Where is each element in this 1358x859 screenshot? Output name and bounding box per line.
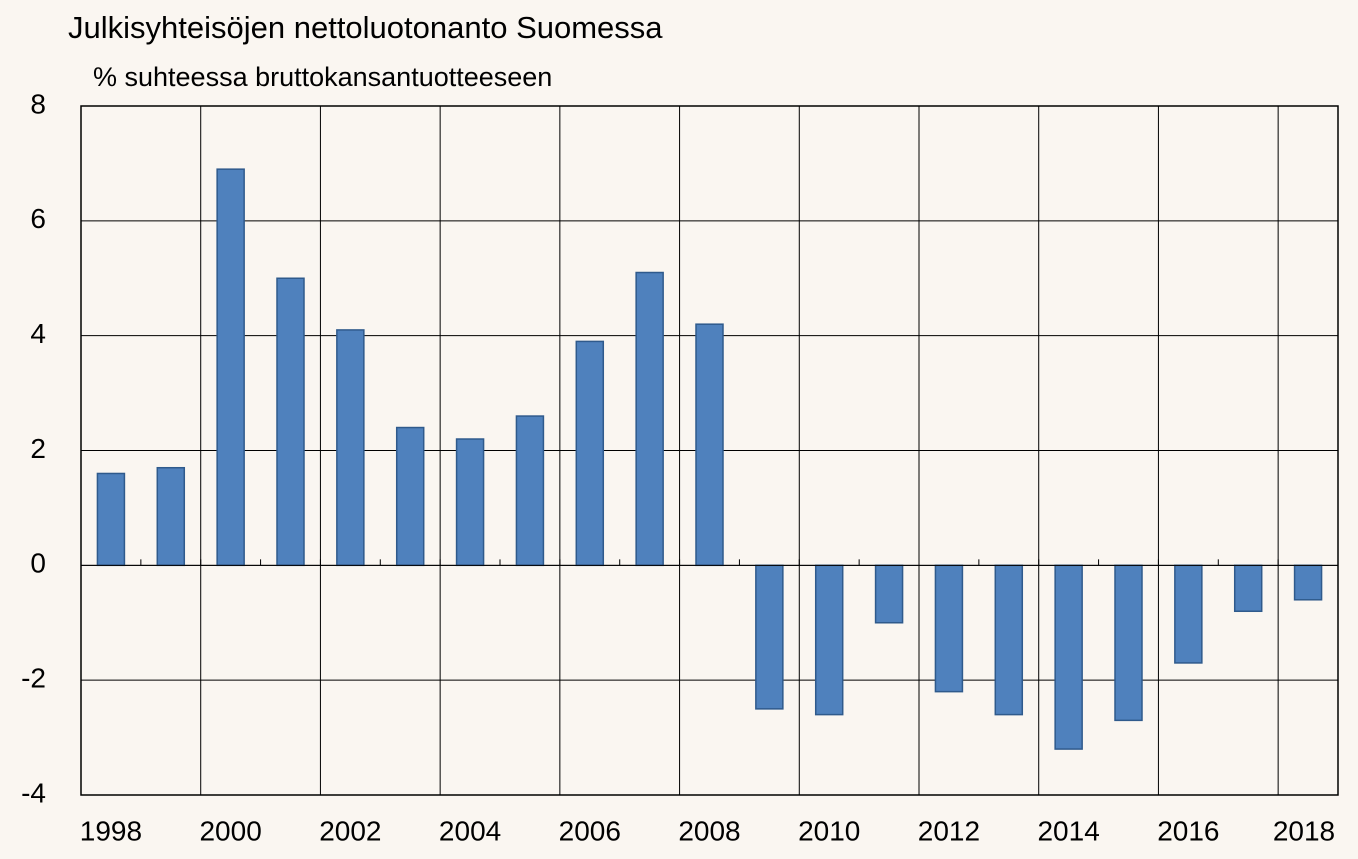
bar — [1233, 564, 1263, 613]
plot-frame — [80, 105, 1339, 796]
bar — [395, 426, 425, 567]
chart-title: Julkisyhteisöjen nettoluotonanto Suomess… — [68, 10, 663, 45]
y-tick-label: -2 — [21, 663, 46, 694]
x-tick-label: 2016 — [1157, 815, 1219, 846]
bar — [96, 472, 126, 567]
bar — [216, 168, 245, 567]
bar — [1293, 564, 1323, 601]
x-tick-label: 1998 — [80, 815, 142, 846]
bar — [336, 329, 365, 567]
chart-subtitle: % suhteessa bruttokansantuotteeseen — [93, 62, 552, 92]
y-tick-label: 4 — [30, 318, 46, 349]
y-tick-label: 6 — [30, 203, 46, 234]
x-tick-label: 2010 — [798, 815, 860, 846]
bar — [814, 564, 844, 716]
bar — [276, 277, 305, 567]
bar — [156, 466, 186, 567]
x-tick-label: 2008 — [678, 815, 740, 846]
y-tick-label: 8 — [30, 88, 46, 119]
x-tick-label: 2018 — [1273, 815, 1335, 846]
bar — [934, 564, 964, 693]
bar — [1174, 564, 1203, 664]
bar — [874, 564, 904, 624]
bar — [695, 323, 724, 567]
bar — [515, 415, 545, 567]
y-tick-label: 2 — [30, 433, 46, 464]
bar — [994, 564, 1024, 716]
bar — [1054, 564, 1083, 750]
bar — [755, 564, 784, 710]
bar — [1114, 564, 1143, 722]
y-tick-label: -4 — [21, 777, 46, 808]
x-tick-label: 2014 — [1037, 815, 1099, 846]
x-tick-label: 2012 — [918, 815, 980, 846]
x-tick-label: 2006 — [559, 815, 621, 846]
x-tick-label: 2000 — [199, 815, 261, 846]
bar — [575, 340, 605, 567]
x-tick-label: 2004 — [439, 815, 501, 846]
y-tick-label: 0 — [30, 548, 46, 579]
bar — [455, 438, 485, 567]
x-tick-label: 2002 — [319, 815, 381, 846]
bar — [635, 271, 664, 567]
